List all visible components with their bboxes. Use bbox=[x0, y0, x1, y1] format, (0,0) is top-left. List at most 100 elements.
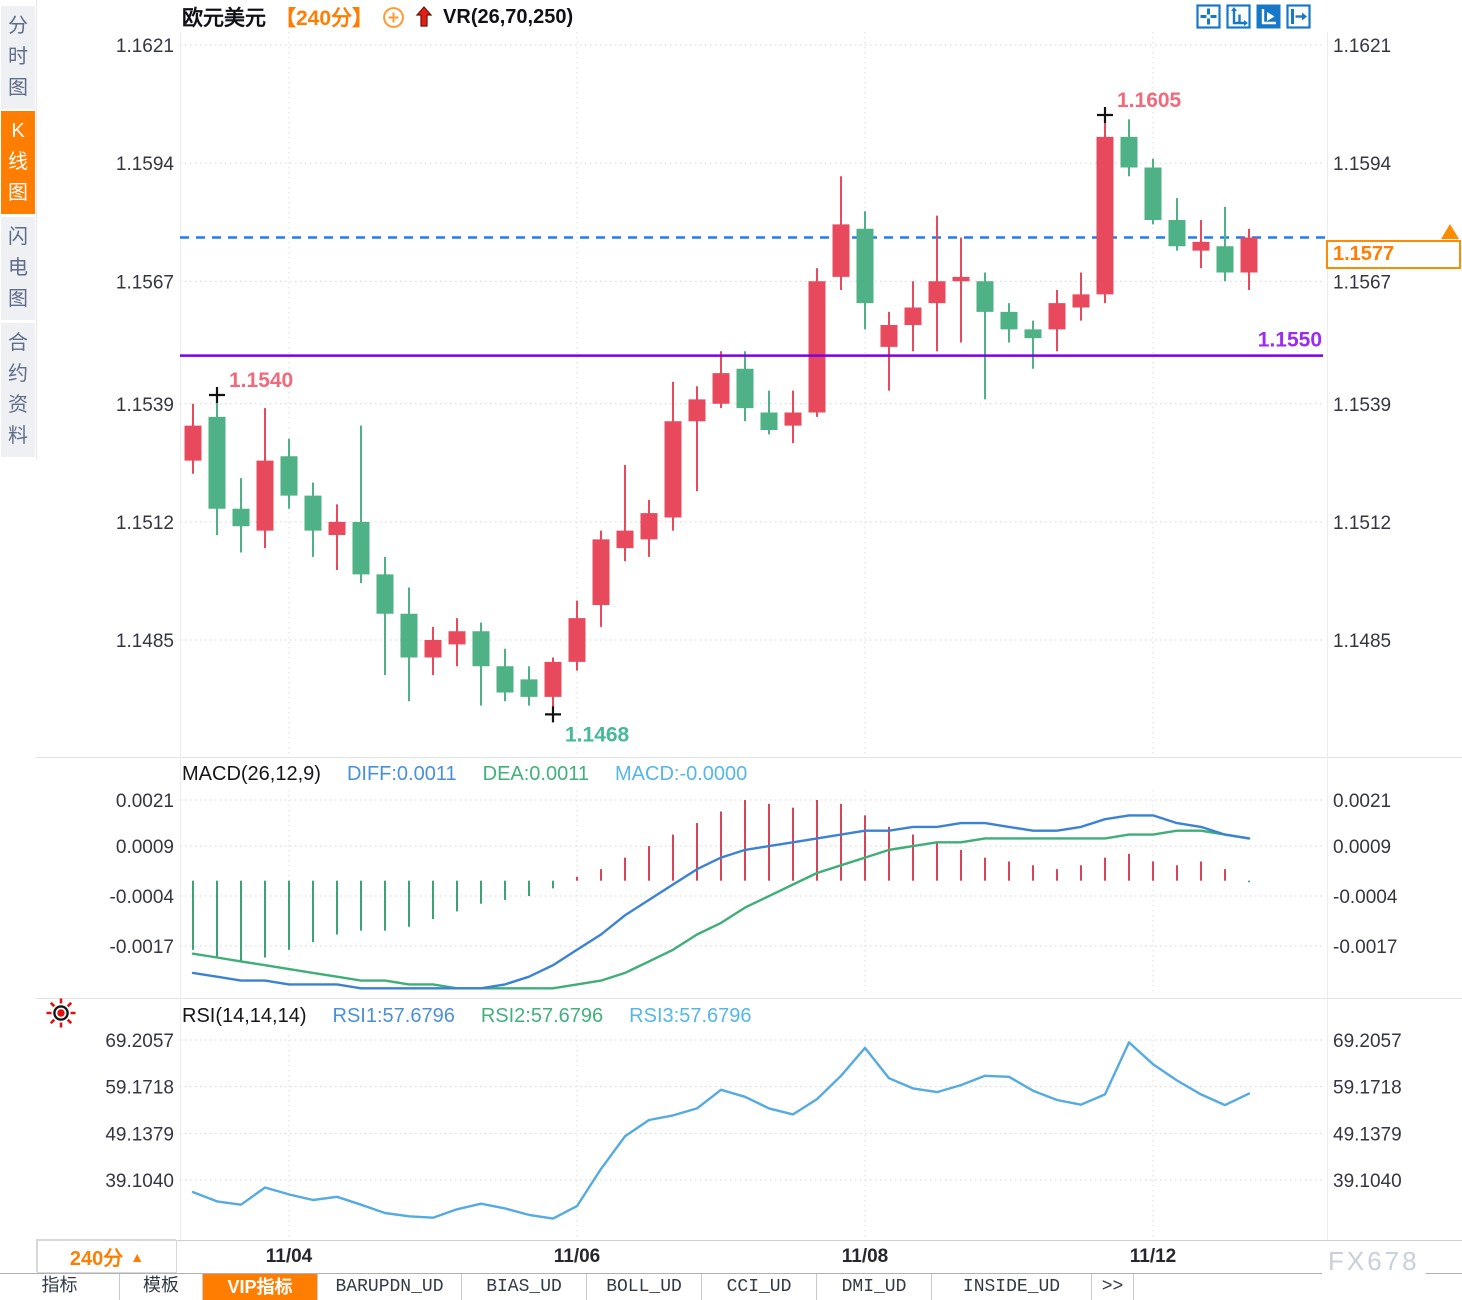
y-tick-label: -0.0017 bbox=[1333, 937, 1397, 958]
bottom-tab-5[interactable]: BIAS_UD bbox=[462, 1274, 587, 1300]
candle-body-up bbox=[184, 425, 202, 461]
y-tick-label: 0.0021 bbox=[1333, 791, 1391, 812]
candle-body-up bbox=[640, 513, 658, 540]
candle-body-down bbox=[736, 368, 754, 409]
candle-body-down bbox=[376, 574, 394, 614]
candle-body-down bbox=[1024, 329, 1042, 339]
candle-body-up bbox=[1048, 303, 1066, 330]
macd-diff-line bbox=[191, 814, 1251, 990]
sidebar-tab-label: 合约资料 bbox=[8, 332, 28, 447]
y-tick-label: 1.1512 bbox=[116, 513, 174, 534]
buy-signal-arrow-icon bbox=[414, 5, 434, 29]
bottom-tab-7[interactable]: CCI_UD bbox=[702, 1274, 817, 1300]
bottom-tab-1[interactable]: 指标 bbox=[0, 1274, 120, 1300]
y-tick-label: 1.1567 bbox=[1333, 272, 1391, 293]
axis-play-icon[interactable] bbox=[1256, 4, 1281, 29]
candle-body-up bbox=[808, 281, 826, 413]
macd-dea-line bbox=[191, 829, 1251, 990]
y-tick-label: 1.1539 bbox=[116, 395, 174, 416]
candle-body-down bbox=[1144, 167, 1162, 220]
x-tick-label: 11/06 bbox=[554, 1246, 601, 1267]
sidebar-tab-kline-chart[interactable]: K线图 bbox=[1, 111, 35, 214]
y-tick-label: -0.0004 bbox=[1333, 887, 1398, 908]
candle-body-up bbox=[832, 224, 850, 277]
candle-body-up bbox=[952, 276, 970, 282]
candle-body-up bbox=[664, 421, 682, 518]
candle-body-down bbox=[280, 456, 298, 496]
y-tick-label: -0.0017 bbox=[110, 937, 174, 958]
y-tick-label: 1.1567 bbox=[116, 272, 174, 293]
bottom-tab-9[interactable]: INSIDE_UD bbox=[932, 1274, 1092, 1300]
y-tick-label: 0.0009 bbox=[1333, 837, 1391, 858]
candle-body-down bbox=[1168, 220, 1186, 247]
y-tick-label: 0.0021 bbox=[116, 791, 174, 812]
candle-body-up bbox=[880, 325, 898, 347]
bottom-tab-2[interactable]: 模板 bbox=[120, 1274, 203, 1300]
candle-body-down bbox=[352, 521, 370, 575]
y-tick-label: 39.1040 bbox=[1333, 1171, 1402, 1192]
axis-zoom-icon[interactable] bbox=[1226, 4, 1251, 29]
tabbar-filler bbox=[1134, 1274, 1462, 1300]
y-tick-label: 69.2057 bbox=[1333, 1031, 1402, 1052]
sidebar-tab-flash-chart[interactable]: 闪电图 bbox=[1, 217, 35, 320]
indicator-tabbar: 指标 模板 VIP指标 BARUPDN_UD BIAS_UD BOLL_UD CCI_UD D… bbox=[0, 1273, 1462, 1300]
candle-body-up bbox=[448, 631, 466, 645]
chart-toolbar bbox=[1196, 4, 1311, 29]
candle-body-up bbox=[424, 640, 442, 658]
candle-body-up bbox=[928, 281, 946, 304]
sidebar-tab-contract-info[interactable]: 合约资料 bbox=[1, 323, 35, 457]
candle-body-down bbox=[760, 412, 778, 430]
shift-right-icon[interactable] bbox=[1286, 4, 1311, 29]
y-tick-label: 59.1718 bbox=[105, 1078, 174, 1099]
sidebar-tab-time-chart[interactable]: 分时图 bbox=[1, 6, 35, 109]
swing-cross-marker bbox=[1097, 107, 1113, 123]
y-tick-label: -0.0004 bbox=[110, 887, 175, 908]
y-tick-label: 1.1621 bbox=[1333, 36, 1391, 57]
rsi1-value: RSI1:57.6796 bbox=[332, 1005, 455, 1027]
period-selector[interactable]: 240分 ▲ bbox=[37, 1240, 177, 1273]
candle-body-up bbox=[1072, 294, 1090, 308]
candle-body-up bbox=[568, 618, 586, 662]
current-price-box: 1.1577 bbox=[1326, 240, 1461, 269]
y-tick-label: 1.1594 bbox=[116, 154, 175, 175]
rsi3-value: RSI3:57.6796 bbox=[629, 1005, 752, 1027]
bottom-tab-10[interactable]: >> bbox=[1092, 1274, 1134, 1300]
circle-plus-icon[interactable] bbox=[382, 6, 405, 29]
vr-indicator-label: VR(26,70,250) bbox=[443, 5, 574, 28]
y-tick-label: 49.1379 bbox=[1333, 1124, 1402, 1145]
candle-body-down bbox=[520, 679, 538, 697]
bottom-tab-6[interactable]: BOLL_UD bbox=[587, 1274, 702, 1300]
candle-body-up bbox=[712, 373, 730, 404]
x-tick-label: 11/04 bbox=[266, 1246, 313, 1267]
candle-body-down bbox=[496, 666, 514, 693]
sidebar-tab-label: K线图 bbox=[8, 120, 28, 204]
bottom-tab-8[interactable]: DMI_UD bbox=[817, 1274, 932, 1300]
y-tick-label: 59.1718 bbox=[1333, 1078, 1402, 1099]
candle-body-down bbox=[976, 281, 994, 312]
rsi2-value: RSI2:57.6796 bbox=[480, 1005, 604, 1027]
candle-body-down bbox=[232, 508, 250, 527]
rsi-title: RSI(14,14,14) bbox=[182, 1005, 307, 1027]
bottom-tab-3[interactable]: VIP指标 bbox=[203, 1274, 318, 1300]
candle-body-down bbox=[1216, 246, 1234, 273]
candle-body-up bbox=[784, 412, 802, 426]
x-tick-label: 11/08 bbox=[842, 1246, 889, 1267]
y-tick-label: 69.2057 bbox=[105, 1031, 174, 1052]
y-tick-label: 0.0009 bbox=[116, 837, 174, 858]
candle-body-up bbox=[1096, 136, 1114, 295]
candle-body-up bbox=[616, 530, 634, 549]
swing-price-label: 1.1605 bbox=[1117, 89, 1182, 112]
pan-icon[interactable] bbox=[1196, 4, 1221, 29]
chart-header: 欧元美元 【240分】 VR(26,70,250) bbox=[182, 2, 573, 32]
bottom-tab-4[interactable]: BARUPDN_UD bbox=[318, 1274, 462, 1300]
candle-body-up bbox=[328, 521, 346, 535]
swing-price-label: 1.1540 bbox=[229, 369, 293, 392]
rsi-header: RSI(14,14,14) RSI1:57.6796 RSI2:57.6796 … bbox=[182, 1005, 752, 1028]
macd-dea-value: DEA:0.0011 bbox=[482, 763, 589, 785]
candle-body-down bbox=[208, 416, 226, 509]
period-label: 【240分】 bbox=[275, 7, 374, 30]
candle-body-down bbox=[400, 613, 418, 658]
candle-body-up bbox=[544, 661, 562, 697]
macd-header: MACD(26,12,9) DIFF:0.0011 DEA:0.0011 MAC… bbox=[182, 763, 747, 786]
